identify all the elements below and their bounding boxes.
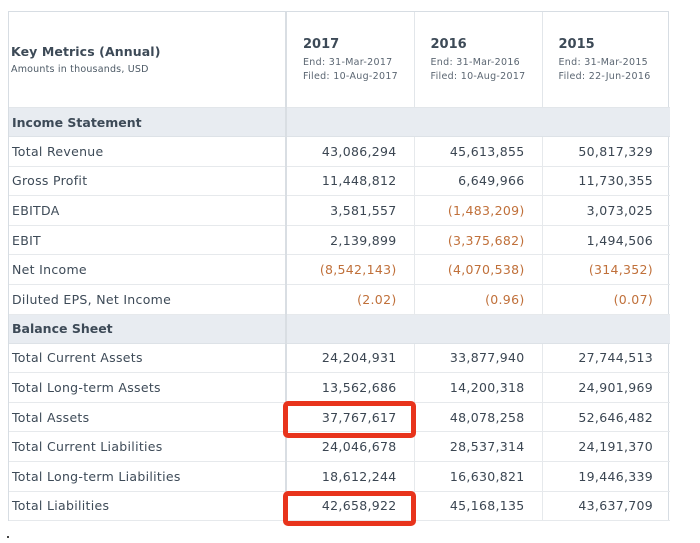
row-label: EBIT xyxy=(9,225,286,256)
table-row: EBIT 2,139,899 (3,375,682) 1,494,506 xyxy=(9,225,670,256)
value-cell: 6,649,966 xyxy=(413,166,542,197)
table-header-row: Key Metrics (Annual) Amounts in thousand… xyxy=(9,12,670,108)
period-header-2017[interactable]: 2017 End: 31-Mar-2017 Filed: 10-Aug-2017 xyxy=(285,12,415,108)
key-metrics-table: Key Metrics (Annual) Amounts in thousand… xyxy=(9,12,670,522)
value-cell: (0.96) xyxy=(413,284,542,315)
value-cell: (8,542,143) xyxy=(285,254,414,285)
value-cell: 45,613,855 xyxy=(413,136,542,167)
row-label: Gross Profit xyxy=(9,166,286,197)
value-cell: 2,139,899 xyxy=(285,225,414,256)
row-label: Total Liabilities xyxy=(9,491,286,522)
value-cell: 37,767,617 xyxy=(285,402,414,433)
value-cell: (3,375,682) xyxy=(413,225,542,256)
period-end: End: 31-Mar-2016 xyxy=(430,57,521,68)
row-label: Total Long-term Assets xyxy=(9,372,286,403)
section-title: Balance Sheet xyxy=(9,314,286,344)
metrics-title: Key Metrics (Annual) xyxy=(11,44,161,59)
value-cell: (2.02) xyxy=(285,284,414,315)
value-cell: 24,204,931 xyxy=(285,343,414,374)
value-cell: (4,070,538) xyxy=(413,254,542,285)
value-cell: 3,073,025 xyxy=(541,195,670,226)
table-row: Total Current Assets 24,204,931 33,877,940… xyxy=(9,343,670,374)
table-row: Total Revenue 43,086,294 45,613,855 50,817,… xyxy=(9,136,670,167)
period-year: 2015 xyxy=(558,37,595,52)
value-cell: 45,168,135 xyxy=(413,491,542,522)
value-cell: 50,817,329 xyxy=(541,136,670,167)
value-cell: 3,581,557 xyxy=(285,195,414,226)
metrics-header-cell: Key Metrics (Annual) Amounts in thousand… xyxy=(9,12,287,108)
value-cell: 11,448,812 xyxy=(285,166,414,197)
value-cell: 14,200,318 xyxy=(413,372,542,403)
table-row: Total Liabilities 42,658,922 45,168,135 43,… xyxy=(9,491,670,522)
value-cell: 43,637,709 xyxy=(541,491,670,522)
value-cell: (314,352) xyxy=(541,254,670,285)
section-title: Income Statement xyxy=(9,107,286,137)
value-cell: 28,537,314 xyxy=(413,431,542,462)
period-filed: Filed: 10-Aug-2017 xyxy=(430,71,526,82)
value-cell: (0.07) xyxy=(541,284,670,315)
value-cell: 24,046,678 xyxy=(285,431,414,462)
period-header-2016[interactable]: 2016 End: 31-Mar-2016 Filed: 10-Aug-2017 xyxy=(413,12,543,108)
period-end: End: 31-Mar-2017 xyxy=(303,57,393,68)
value-cell: 43,086,294 xyxy=(285,136,414,167)
value-cell: (1,483,209) xyxy=(413,195,542,226)
value-cell: 48,078,258 xyxy=(413,402,542,433)
table-row: EBITDA 3,581,557 (1,483,209) 3,073,025 xyxy=(9,195,670,226)
table-row: Gross Profit 11,448,812 6,649,966 11,730,35… xyxy=(9,166,670,197)
value-cell: 52,646,482 xyxy=(541,402,670,433)
table-row: Total Assets 37,767,617 48,078,258 52,646,4… xyxy=(9,402,670,433)
value-cell: 13,562,686 xyxy=(285,372,414,403)
table-row: Total Long-term Liabilities 18,612,244 16,… xyxy=(9,461,670,492)
table-row: Total Current Liabilities 24,046,678 28,53… xyxy=(9,431,670,462)
value-cell: 42,658,922 xyxy=(285,491,414,522)
period-year: 2016 xyxy=(430,37,467,52)
key-metrics-panel: Key Metrics (Annual) Amounts in thousand… xyxy=(8,11,670,522)
value-cell: 1,494,506 xyxy=(541,225,670,256)
stray-mark xyxy=(7,536,9,538)
value-cell: 16,630,821 xyxy=(413,461,542,492)
row-label: Net Income xyxy=(9,254,286,285)
value-cell: 19,446,339 xyxy=(541,461,670,492)
row-label: Total Long-term Liabilities xyxy=(9,461,286,492)
period-filed: Filed: 22-Jun-2016 xyxy=(558,71,651,82)
period-year: 2017 xyxy=(303,37,340,52)
period-filed: Filed: 10-Aug-2017 xyxy=(303,71,399,82)
section-fill xyxy=(285,107,670,137)
period-header-2015[interactable]: 2015 End: 31-Mar-2015 Filed: 22-Jun-2016 xyxy=(541,12,670,108)
row-label: Diluted EPS, Net Income xyxy=(9,284,286,315)
table-row: Net Income (8,542,143) (4,070,538) (314,352… xyxy=(9,254,670,285)
table-body: Income Statement Total Revenue 43,086,294 4… xyxy=(9,107,670,522)
value-cell: 27,744,513 xyxy=(541,343,670,374)
row-label: Total Revenue xyxy=(9,136,286,167)
value-cell: 33,877,940 xyxy=(413,343,542,374)
row-label: Total Current Liabilities xyxy=(9,431,286,462)
metrics-subtitle: Amounts in thousands, USD xyxy=(11,64,149,75)
value-cell: 24,191,370 xyxy=(541,431,670,462)
section-header-row: Balance Sheet xyxy=(9,314,670,344)
table-row: Total Long-term Assets 13,562,686 14,200,3… xyxy=(9,372,670,403)
value-cell: 24,901,969 xyxy=(541,372,670,403)
row-label: EBITDA xyxy=(9,195,286,226)
row-label: Total Current Assets xyxy=(9,343,286,374)
table-row: Diluted EPS, Net Income (2.02) (0.96) (0.07… xyxy=(9,284,670,315)
section-fill xyxy=(285,314,670,344)
period-end: End: 31-Mar-2015 xyxy=(558,57,649,68)
value-cell: 11,730,355 xyxy=(541,166,670,197)
row-label: Total Assets xyxy=(9,402,286,433)
value-cell: 18,612,244 xyxy=(285,461,414,492)
section-header-row: Income Statement xyxy=(9,107,670,137)
